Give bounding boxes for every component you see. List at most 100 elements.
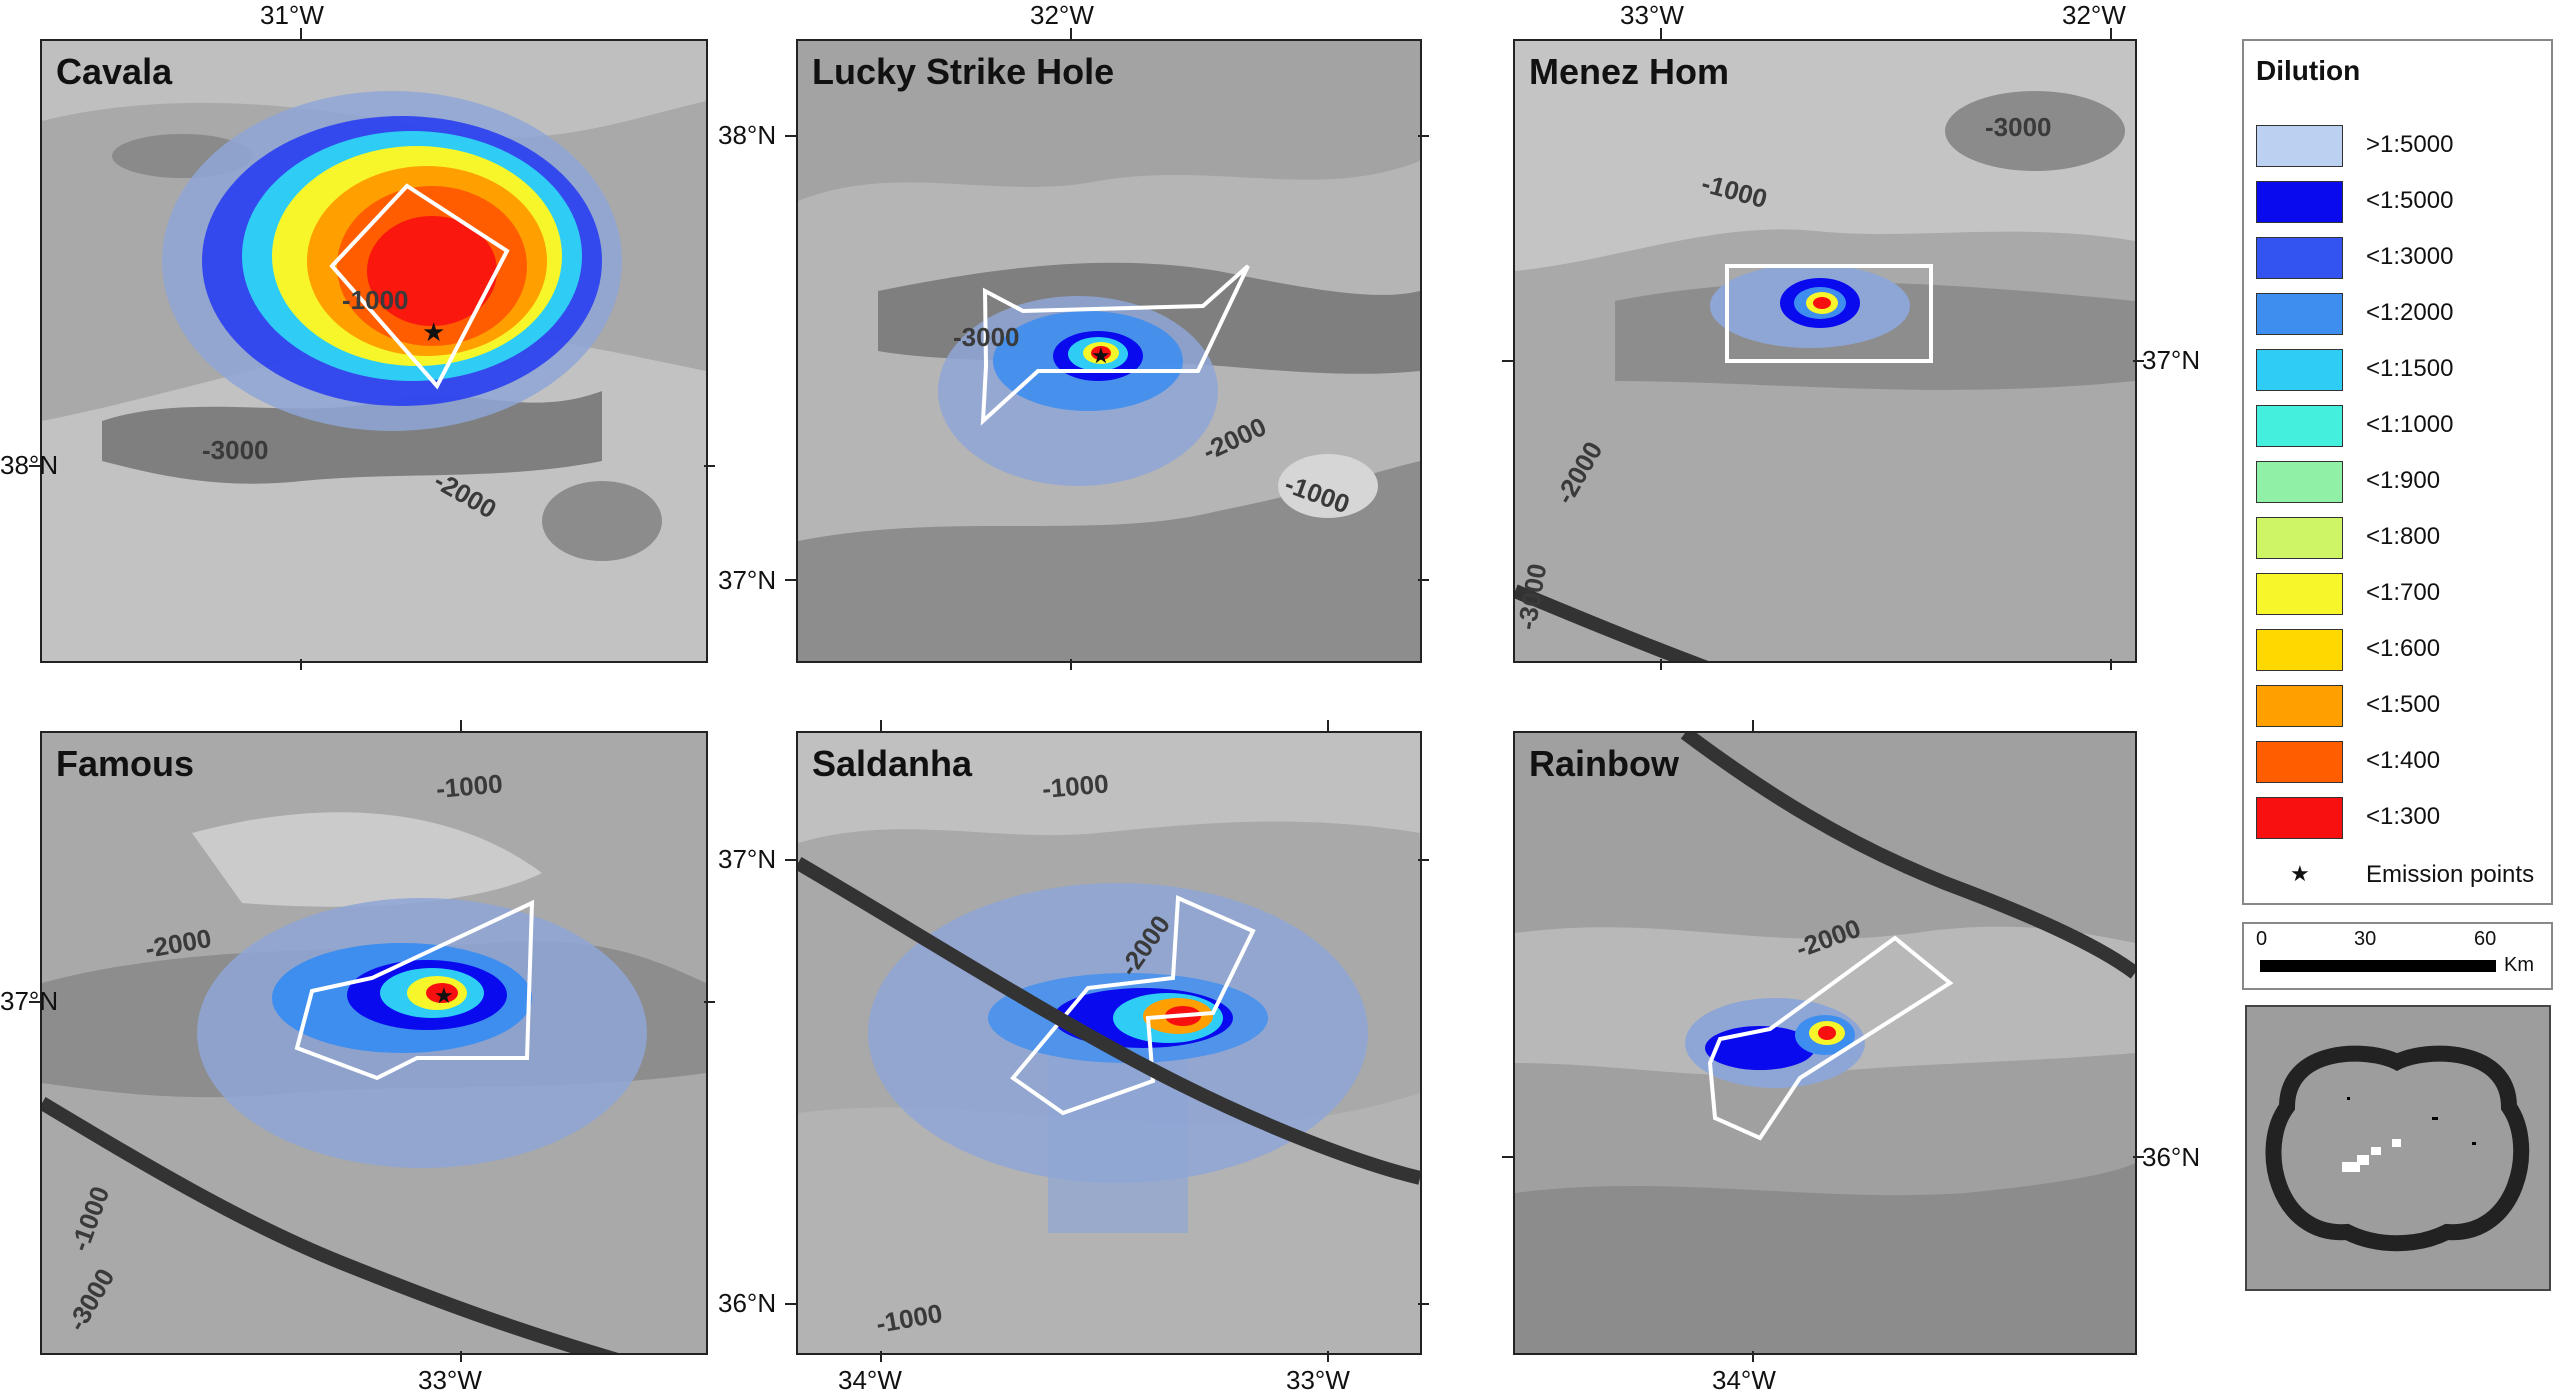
svg-text:★: ★ bbox=[434, 983, 454, 1008]
legend-item: >1:5000 bbox=[2256, 123, 2546, 167]
legend-item: <1:1500 bbox=[2256, 347, 2546, 391]
panel-title: Famous bbox=[56, 743, 195, 784]
legend-label: <1:900 bbox=[2366, 467, 2441, 494]
axis-tick-label: 31°W bbox=[260, 0, 324, 30]
axis-tick-label: 36°N bbox=[718, 1288, 777, 1318]
axis-tick-label: 34°W bbox=[838, 1365, 902, 1395]
legend-item: <1:500 bbox=[2256, 683, 2546, 727]
axis-tick bbox=[1070, 659, 1072, 670]
axis-tick bbox=[880, 1351, 882, 1362]
map-panel-saldanha: -1000 -2000 -1000 Saldanha bbox=[796, 731, 1422, 1355]
bathymetry-map: ★ -1000 -2000 -1000 -3000 bbox=[42, 733, 706, 1353]
panel-title: Cavala bbox=[56, 51, 173, 92]
contour-label: -1000 bbox=[342, 285, 409, 315]
legend-item: <1:400 bbox=[2256, 739, 2546, 783]
bathymetry-map: -3000 -1000 -2000 -3000 bbox=[1515, 41, 2135, 661]
contour-label: -3000 bbox=[953, 322, 1020, 352]
axis-tick bbox=[1418, 859, 1429, 861]
axis-tick bbox=[29, 465, 40, 467]
legend-swatch bbox=[2256, 461, 2343, 503]
legend-label: <1:2000 bbox=[2366, 299, 2454, 326]
axis-tick bbox=[1502, 360, 1513, 362]
axis-tick bbox=[704, 465, 715, 467]
contour-label: -1000 bbox=[435, 768, 504, 804]
scale-tick-label: 0 bbox=[2256, 928, 2268, 950]
contour-label: -1000 bbox=[1041, 768, 1110, 804]
axis-tick bbox=[1418, 579, 1429, 581]
legend-swatch bbox=[2256, 517, 2343, 559]
scale-bar: 0 30 60 Km bbox=[2242, 922, 2553, 990]
axis-tick-label: 37°N bbox=[718, 844, 777, 874]
legend-swatch bbox=[2256, 629, 2343, 671]
panel-title: Rainbow bbox=[1529, 743, 1679, 784]
legend-label: <1:5000 bbox=[2366, 187, 2454, 214]
panel-title: Saldanha bbox=[812, 743, 973, 784]
scale-unit: Km bbox=[2504, 954, 2534, 976]
axis-tick-label: 36°N bbox=[2142, 1142, 2201, 1172]
legend-title: Dilution bbox=[2256, 55, 2361, 86]
axis-tick bbox=[785, 1303, 796, 1305]
axis-tick-label: 33°W bbox=[1286, 1365, 1350, 1395]
legend-swatch bbox=[2256, 237, 2343, 279]
legend-label: <1:300 bbox=[2366, 803, 2441, 830]
axis-tick bbox=[880, 720, 882, 731]
map-panel-lucky-strike-hole: ★ -3000 -2000 -1000 Lucky Strike Hole bbox=[796, 39, 1422, 663]
axis-tick bbox=[785, 579, 796, 581]
axis-tick-label: 38°N bbox=[718, 120, 777, 150]
legend-label: <1:3000 bbox=[2366, 243, 2454, 270]
legend-label: >1:5000 bbox=[2366, 131, 2454, 158]
axis-tick bbox=[1660, 28, 1662, 39]
bathymetry-map: ★ -1000 -3000 -2000 bbox=[42, 41, 706, 661]
map-panel-rainbow: -2000 Rainbow bbox=[1513, 731, 2137, 1355]
axis-tick-label: 37°N bbox=[2142, 345, 2201, 375]
axis-tick bbox=[1502, 1156, 1513, 1158]
axis-tick-label: 34°W bbox=[1712, 1365, 1776, 1395]
legend-swatch bbox=[2256, 797, 2343, 839]
legend-item: <1:2000 bbox=[2256, 291, 2546, 335]
legend-label: <1:1000 bbox=[2366, 411, 2454, 438]
axis-tick bbox=[1418, 1303, 1429, 1305]
legend-item: <1:300 bbox=[2256, 795, 2546, 839]
axis-tick bbox=[2110, 28, 2112, 39]
legend-swatch bbox=[2256, 741, 2343, 783]
axis-tick bbox=[1418, 135, 1429, 137]
legend-item: <1:1000 bbox=[2256, 403, 2546, 447]
axis-tick bbox=[1660, 659, 1662, 670]
legend-label: <1:500 bbox=[2366, 691, 2441, 718]
legend-label: <1:800 bbox=[2366, 523, 2441, 550]
legend-label: <1:600 bbox=[2366, 635, 2441, 662]
contour-label: -3000 bbox=[202, 435, 269, 465]
axis-tick bbox=[1752, 1351, 1754, 1362]
axis-tick bbox=[460, 720, 462, 731]
legend-item: <1:5000 bbox=[2256, 179, 2546, 223]
axis-tick bbox=[300, 28, 302, 39]
scale-tick-label: 30 bbox=[2354, 928, 2377, 950]
legend-item: <1:700 bbox=[2256, 571, 2546, 615]
map-panel-menez-hom: -3000 -1000 -2000 -3000 Menez Hom bbox=[1513, 39, 2137, 663]
axis-tick bbox=[785, 859, 796, 861]
axis-tick bbox=[29, 1001, 40, 1003]
axis-tick-label: 33°W bbox=[418, 1365, 482, 1395]
bathymetry-map: -1000 -2000 -1000 bbox=[798, 733, 1420, 1353]
map-panel-famous: ★ -1000 -2000 -1000 -3000 Famous bbox=[40, 731, 708, 1355]
svg-text:★: ★ bbox=[422, 317, 445, 347]
axis-tick-label: 32°W bbox=[1030, 0, 1094, 30]
legend-label: <1:700 bbox=[2366, 579, 2441, 606]
axis-tick bbox=[460, 1351, 462, 1362]
legend-swatch bbox=[2256, 125, 2343, 167]
axis-tick bbox=[704, 1001, 715, 1003]
axis-tick bbox=[785, 135, 796, 137]
legend-swatch bbox=[2256, 349, 2343, 391]
legend-item: <1:600 bbox=[2256, 627, 2546, 671]
bathymetry-map: -2000 bbox=[1515, 733, 2135, 1353]
panel-title: Menez Hom bbox=[1529, 51, 1730, 92]
inset-overview-map bbox=[2245, 1005, 2551, 1291]
legend-label: <1:1500 bbox=[2366, 355, 2454, 382]
legend-swatch bbox=[2256, 181, 2343, 223]
panel-title: Lucky Strike Hole bbox=[812, 51, 1115, 92]
axis-tick bbox=[2133, 1156, 2144, 1158]
map-panel-cavala: ★ -1000 -3000 -2000 Cavala bbox=[40, 39, 708, 663]
legend: Dilution >1:5000 <1:5000 <1:3000 <1:2000 <1:… bbox=[2242, 39, 2553, 905]
legend-swatch bbox=[2256, 685, 2343, 727]
scale-tick-label: 60 bbox=[2474, 928, 2497, 950]
